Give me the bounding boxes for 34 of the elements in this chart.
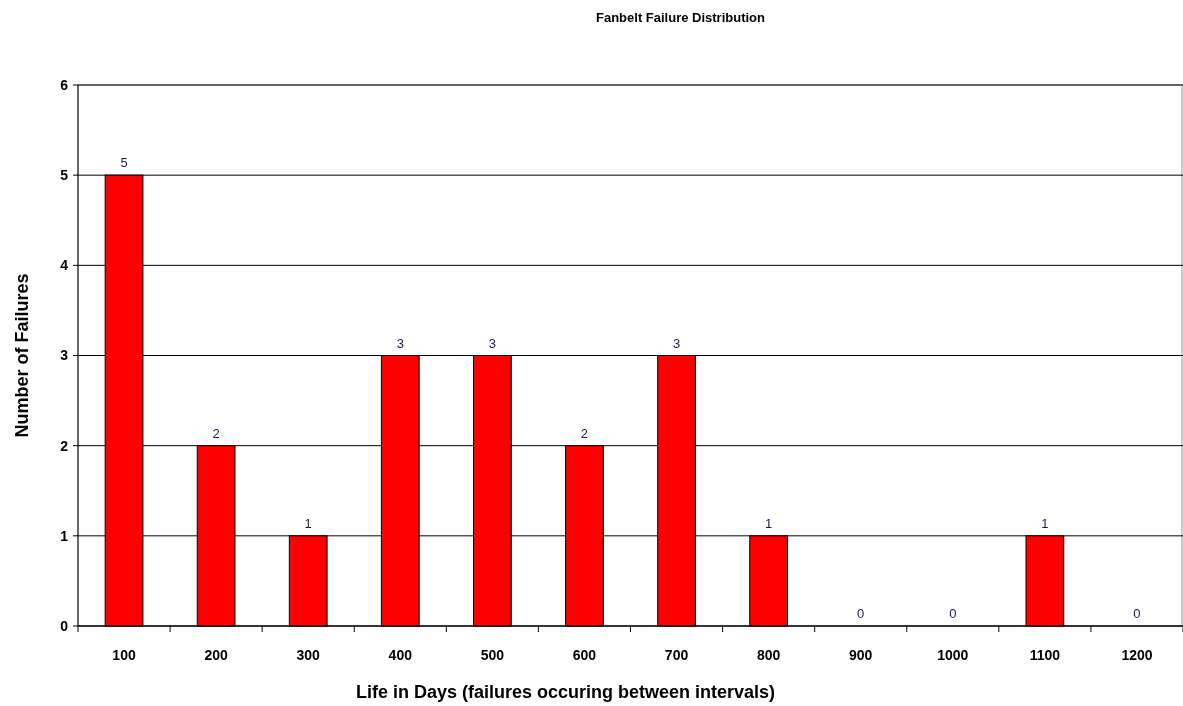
- x-tick-label: 1100: [1029, 647, 1061, 663]
- data-label: 3: [396, 335, 404, 351]
- data-label: 1: [304, 515, 312, 531]
- data-label: 0: [857, 606, 865, 621]
- x-tick-label: 800: [756, 647, 781, 663]
- x-tick-label: 1200: [1121, 647, 1153, 663]
- x-tick-label: 700: [664, 647, 689, 663]
- y-tick-label: 6: [60, 76, 69, 93]
- data-label: 3: [672, 335, 681, 351]
- x-tick-label: 200: [204, 647, 229, 663]
- x-tick-label: 100: [112, 647, 136, 663]
- y-tick-label: 0: [60, 617, 69, 634]
- x-axis-title: Life in Days (failures occuring between intervals): [355, 682, 776, 702]
- x-tick-label: 300: [296, 647, 321, 663]
- data-label: 1: [765, 515, 773, 531]
- x-tick-label: 1000: [937, 647, 969, 663]
- chart-title: Fanbelt Failure Distribution: [595, 10, 766, 25]
- y-tick-label: 4: [60, 257, 69, 274]
- data-label: 5: [120, 155, 128, 171]
- y-tick-label: 2: [60, 437, 69, 454]
- data-label: 3: [488, 335, 496, 351]
- x-tick-label: 600: [572, 647, 597, 663]
- x-tick-label: 900: [849, 647, 873, 663]
- data-label: 2: [212, 425, 220, 441]
- y-tick-label: 3: [60, 347, 69, 364]
- data-label: 0: [949, 606, 957, 621]
- y-axis-title: Number of Failures: [12, 273, 32, 438]
- x-tick-label: 500: [480, 647, 505, 663]
- x-tick-label: 400: [388, 647, 413, 663]
- y-tick-label: 5: [60, 167, 69, 184]
- data-label: 1: [1041, 515, 1049, 531]
- data-label: 0: [1133, 606, 1141, 621]
- y-tick-label: 1: [60, 527, 69, 544]
- data-label: 2: [580, 425, 589, 441]
